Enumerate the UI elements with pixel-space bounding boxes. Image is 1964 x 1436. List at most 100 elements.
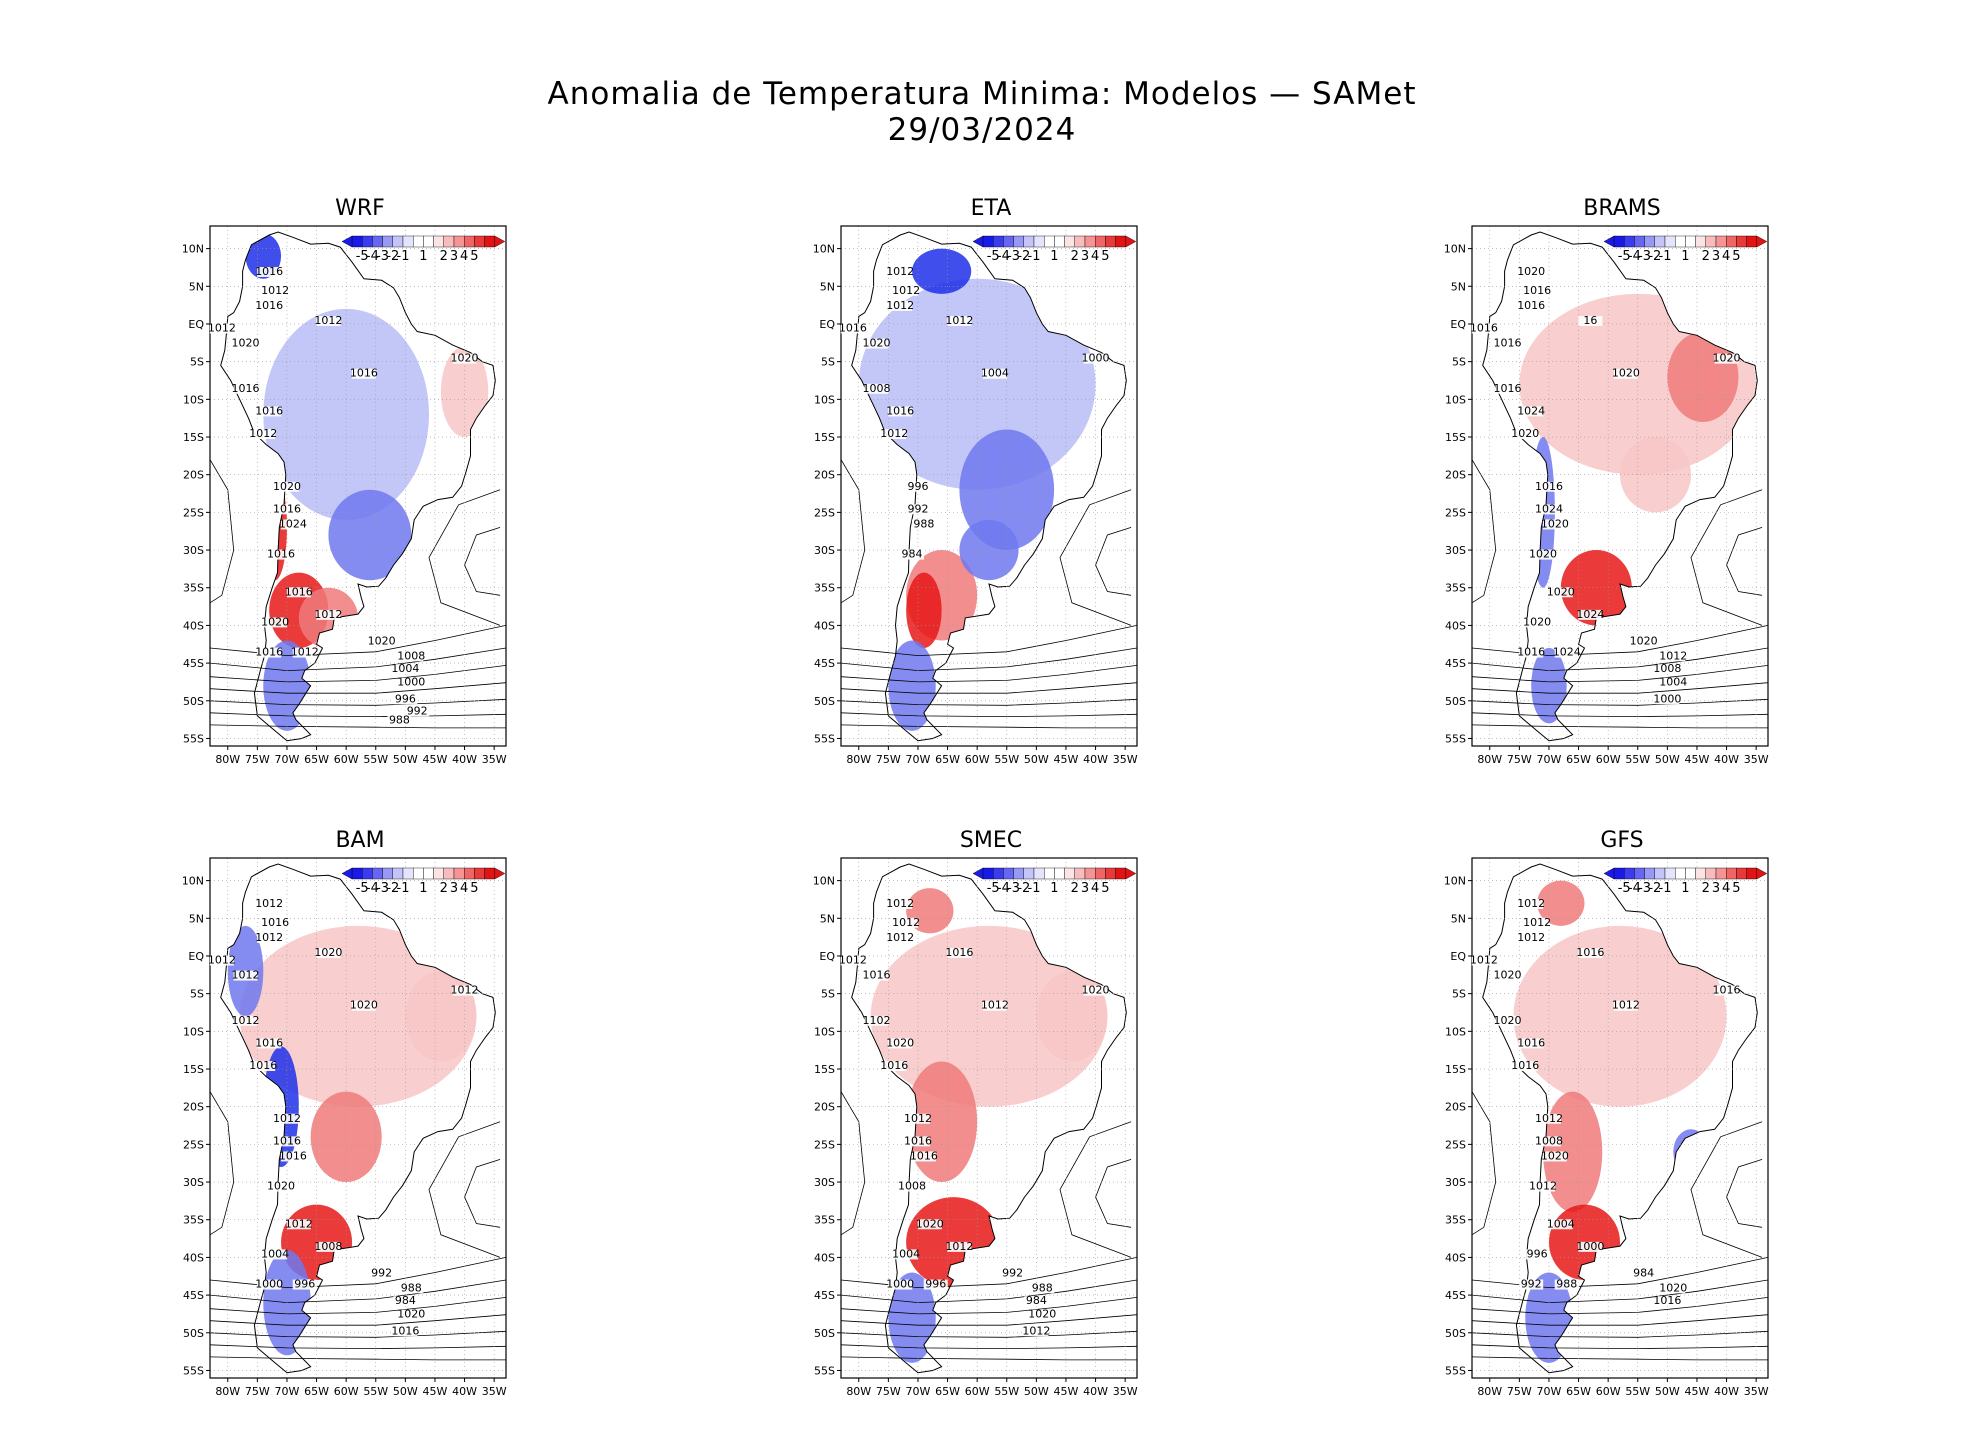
colorbar-swatch <box>1054 235 1065 248</box>
lat-tick-label: 20S <box>814 469 835 482</box>
contour-label: 1020 <box>1523 615 1551 628</box>
contour-label: 1020 <box>1517 265 1545 278</box>
colorbar-swatch <box>1084 235 1096 248</box>
colorbar: -5-4-3-2-1 1 2 3 4 5 <box>972 867 1137 896</box>
contour-label: 1020 <box>1541 1149 1569 1162</box>
colorbar-label: -4 <box>1628 249 1641 264</box>
contour-label: 1016 <box>285 585 313 598</box>
isobar <box>210 724 506 729</box>
lat-tick-label: EQ <box>819 318 835 331</box>
colorbar-label: 3 <box>450 249 458 264</box>
colorbar-swatch <box>1033 235 1045 248</box>
contour-label: 1012 <box>291 646 319 659</box>
isobar <box>1059 489 1132 626</box>
map-panel-smec: SMEC 10N 5N EQ 5S 10S 15S 20S 25S 30S 35S 40S 45S 50… <box>761 828 1161 1428</box>
contour-label: 984 <box>1633 1266 1654 1279</box>
contour-label: 1012 <box>255 931 283 944</box>
lon-tick-label: 70W <box>1537 753 1562 766</box>
lon-tick-label: 45W <box>1685 753 1710 766</box>
colorbar-swatch <box>474 235 485 248</box>
contour-label: 1016 <box>886 404 914 417</box>
contour-labels: 1012 1012 1012 1012 1016 1020 1008 1016 1012 1004… <box>839 265 1110 561</box>
lat-tick-label: 15S <box>183 1063 204 1076</box>
colorbar-label: -5 <box>1618 881 1631 896</box>
lat-tick-label: 55S <box>183 732 204 745</box>
lon-tick-label: 50W <box>1655 1385 1680 1398</box>
contour-label: 1004 <box>1547 1217 1575 1230</box>
isobar <box>841 1330 1137 1338</box>
colorbar-swatch <box>443 867 455 880</box>
contour-label: 1012 <box>886 265 914 278</box>
contour-label: 1008 <box>1653 662 1681 675</box>
isobar <box>210 1330 506 1338</box>
contour-label: 1012 <box>1022 1324 1050 1337</box>
colorbar-swatch <box>1623 235 1635 248</box>
contour-label: 1016 <box>255 404 283 417</box>
isobar <box>1472 1330 1768 1338</box>
contour-label: 1020 <box>397 1308 425 1321</box>
colorbar-swatch <box>1726 867 1737 880</box>
lat-tick-label: 30S <box>183 544 204 557</box>
isobar <box>841 625 1137 657</box>
colorbar-swatch <box>1726 235 1737 248</box>
colorbar-label: 3 <box>1712 249 1720 264</box>
lon-tick-label: 65W <box>1566 753 1591 766</box>
panel-title: ETA <box>970 196 1012 221</box>
map-panel-brams: BRAMS 10N 5N EQ 5S 10S 15S 20S 25S 30S 35S 40S 45S 5… <box>1392 196 1792 796</box>
isobar <box>841 1297 1137 1315</box>
lon-tick-label: 75W <box>876 753 901 766</box>
map-svg: 10N 5N EQ 5S 10S 15S 20S 25S 30S 35S 40S 45S 50S 55S 8… <box>182 225 507 766</box>
lon-tick-label: 35W <box>482 1385 507 1398</box>
colorbar-label: 3 <box>1081 249 1089 264</box>
lon-tick-label: 80W <box>215 1385 240 1398</box>
colorbar: -5-4-3-2-1 1 2 3 4 5 <box>1603 867 1768 896</box>
lat-tick-label: 10S <box>814 393 835 406</box>
colorbar-swatch <box>1033 867 1045 880</box>
lon-tick-label: 55W <box>994 1385 1019 1398</box>
contour-label: 1020 <box>232 337 260 350</box>
contour-label: 988 <box>389 713 410 726</box>
contour-label: 1012 <box>886 299 914 312</box>
colorbar-swatch <box>1705 867 1717 880</box>
coastline <box>851 863 1127 1374</box>
lat-tick-label: 55S <box>183 1364 204 1377</box>
isobar <box>464 1159 501 1228</box>
isobar <box>1472 682 1768 694</box>
colorbar-swatch <box>1695 867 1707 880</box>
contour-label: 1024 <box>1517 404 1545 417</box>
lon-tick-label: 70W <box>1537 1385 1562 1398</box>
contour-label: 1020 <box>1541 517 1569 530</box>
colorbar-swatch <box>1705 235 1717 248</box>
contour-label: 1020 <box>314 946 342 959</box>
lat-tick-label: 45S <box>183 657 204 670</box>
lat-tick-label: 10N <box>813 875 835 888</box>
contour-label: 1020 <box>273 480 301 493</box>
panel-title: WRF <box>335 196 385 221</box>
lat-tick-label: 45S <box>1445 657 1466 670</box>
colorbar-swatch <box>1074 235 1086 248</box>
contour-label: 1020 <box>1082 984 1110 997</box>
colorbar-label: 3 <box>1081 881 1089 896</box>
colorbar-swatch <box>1044 867 1055 880</box>
contour-label: 1016 <box>1470 322 1498 335</box>
contour-label: 1020 <box>886 1036 914 1049</box>
contour-label: 1020 <box>267 1180 295 1193</box>
map-panel-wrf: WRF 10N 5N EQ 5S 10S 15S 20S 25S 30S 35S 40S 45S 50S… <box>130 196 530 796</box>
colorbar-swatch <box>1003 235 1014 248</box>
lat-tick-label: 55S <box>814 1364 835 1377</box>
anomaly-area <box>1667 331 1739 422</box>
colorbar-swatch <box>1746 867 1758 880</box>
colorbar-swatch <box>1115 867 1127 880</box>
colorbar-label: -3 <box>1638 881 1651 896</box>
isobar <box>1095 527 1132 596</box>
contour-label: 1016 <box>1494 337 1522 350</box>
contour-label: 1004 <box>892 1247 920 1260</box>
lon-tick-label: 75W <box>876 1385 901 1398</box>
isobar <box>841 647 1137 672</box>
isobar <box>1095 1159 1132 1228</box>
contour-label: 1004 <box>1659 676 1687 689</box>
contour-label: 1012 <box>314 314 342 327</box>
lon-tick-label: 60W <box>1596 753 1621 766</box>
isobar <box>1472 724 1768 729</box>
lat-tick-label: 10N <box>182 875 204 888</box>
